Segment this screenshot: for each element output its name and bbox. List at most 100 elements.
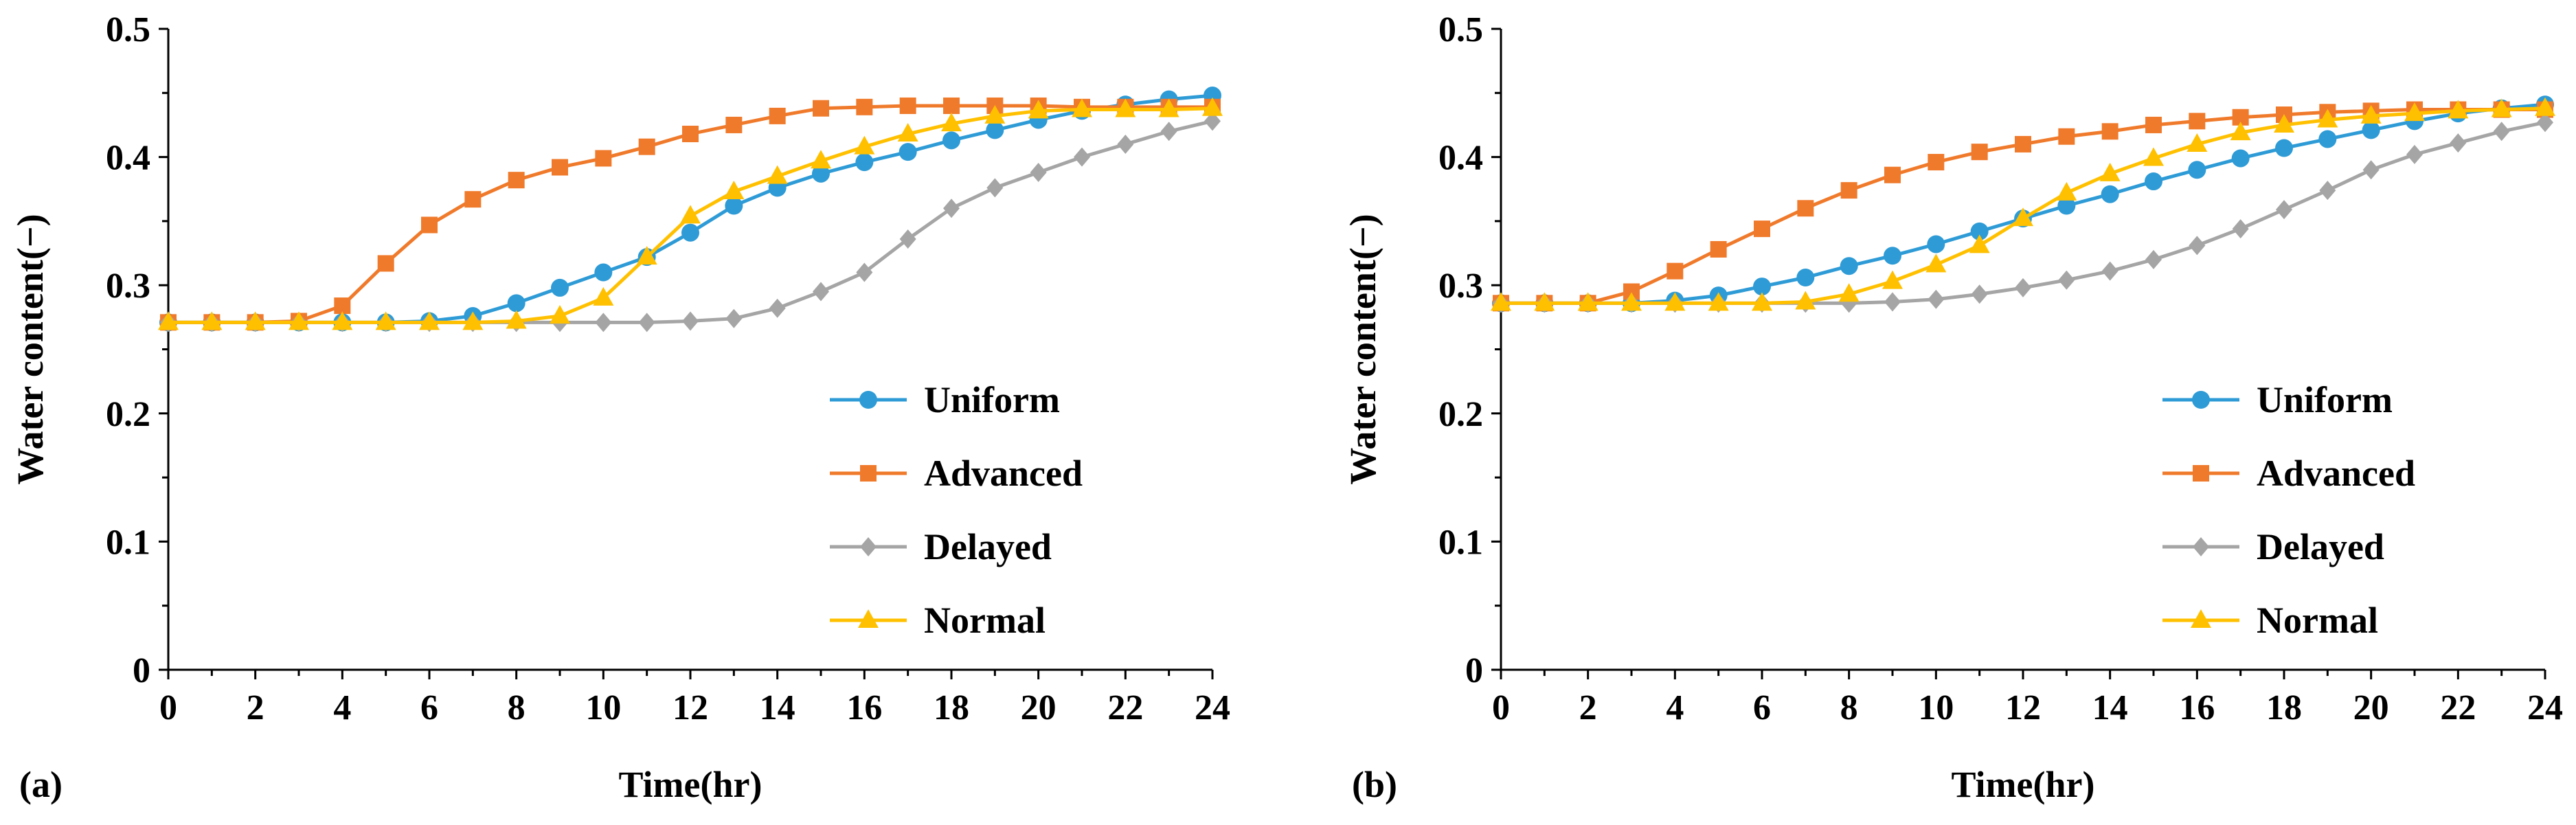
legend-swatch-marker [2191, 609, 2211, 628]
data-point [1204, 111, 1221, 131]
data-point [2360, 104, 2382, 124]
data-point [1840, 182, 1857, 199]
x-axis-title: Time(hr) [1952, 764, 2095, 805]
data-point [986, 178, 1004, 198]
x-tick-label: 20 [1021, 688, 1057, 727]
data-point [2274, 113, 2294, 133]
data-point [1884, 247, 1901, 265]
data-point [1884, 292, 1901, 312]
y-tick-label: 0.2 [106, 395, 150, 434]
legend-item-delayed: Delayed [830, 526, 1052, 567]
data-point [334, 297, 351, 315]
data-point [680, 205, 701, 224]
data-point [2145, 116, 2162, 133]
x-tick-label: 22 [1107, 688, 1143, 727]
data-point [2231, 149, 2250, 168]
data-point [2317, 109, 2338, 128]
series-line [1501, 102, 2546, 305]
y-tick-label: 0.3 [106, 267, 150, 306]
legend-swatch-marker [2193, 465, 2209, 482]
data-point [1158, 98, 1179, 117]
data-point [507, 294, 526, 313]
data-point [2491, 98, 2512, 117]
x-tick-label: 14 [2092, 688, 2128, 727]
data-point [375, 311, 396, 330]
data-point [1928, 154, 1945, 171]
data-point [1884, 166, 1901, 183]
data-point [725, 116, 743, 133]
data-point [1971, 284, 1988, 304]
data-point [595, 150, 612, 167]
data-point [856, 98, 873, 115]
data-point [943, 199, 960, 218]
legend-label: Advanced [2257, 453, 2415, 494]
x-tick-label: 2 [1579, 688, 1597, 727]
data-point [2450, 133, 2467, 153]
data-point [2404, 102, 2425, 122]
legend-label: Normal [924, 600, 1046, 641]
data-point [245, 311, 266, 330]
data-point [638, 138, 655, 155]
x-tick-label: 24 [2527, 688, 2563, 727]
y-tick-label: 0.1 [106, 523, 150, 562]
x-axis-title: Time(hr) [619, 764, 762, 805]
data-point [1753, 278, 1771, 296]
y-axis-title: Water content(−) [10, 214, 51, 484]
legend-item-advanced: Advanced [830, 453, 1083, 494]
data-point [2318, 130, 2337, 148]
x-tick-label: 12 [2005, 688, 2041, 727]
x-tick-label: 18 [934, 688, 969, 727]
data-point [2015, 278, 2031, 297]
data-point [856, 262, 873, 282]
chart-panel-b: 0 2 4 6 8 10 12 14 16 18 20 22 2400.10.20.30.40.5Tim… [1342, 10, 2563, 805]
data-point [551, 278, 569, 297]
legend-item-delayed: Delayed [2162, 526, 2384, 567]
data-point [813, 100, 829, 117]
data-point [1838, 283, 1860, 302]
data-point [552, 159, 568, 176]
data-point [1664, 292, 1686, 311]
data-point [158, 311, 179, 330]
data-point [2275, 139, 2293, 157]
data-point [1797, 200, 1814, 217]
y-tick-label: 0.4 [106, 139, 150, 178]
data-point [2057, 196, 2076, 215]
data-point [854, 135, 875, 155]
data-point [1928, 289, 1945, 309]
data-point [2013, 207, 2033, 227]
legend-item-normal: Normal [2162, 600, 2378, 641]
data-point [1971, 144, 1988, 161]
y-tick-label: 0.5 [106, 10, 150, 49]
chart-panel-a: 0 2 4 6 8 10 12 14 16 18 20 22 2400.10.20.30.40.5Tim… [10, 10, 1230, 805]
data-point [2099, 162, 2121, 181]
data-point [2143, 147, 2164, 166]
data-point [2362, 160, 2380, 180]
data-point [462, 311, 484, 330]
data-point [1621, 292, 1642, 311]
data-point [595, 313, 612, 332]
data-point [2276, 200, 2292, 220]
data-point [2187, 133, 2208, 152]
legend-label: Delayed [2257, 526, 2384, 567]
legend-item-uniform: Uniform [830, 379, 1060, 420]
data-point [332, 311, 353, 330]
legend-swatch-marker [860, 537, 877, 556]
data-point [1028, 100, 1049, 119]
data-point [2406, 144, 2423, 164]
data-point [289, 311, 309, 330]
data-point [1752, 292, 1772, 311]
x-tick-label: 0 [1492, 688, 1510, 727]
data-point [1795, 291, 1816, 310]
x-tick-label: 12 [673, 688, 708, 727]
data-point [1840, 257, 1858, 275]
x-tick-label: 16 [846, 688, 882, 727]
data-point [1202, 97, 1223, 116]
data-point [2448, 100, 2469, 119]
legend-swatch-marker [860, 465, 877, 482]
data-point [2188, 161, 2206, 179]
y-tick-label: 0 [1465, 651, 1483, 690]
data-point [984, 104, 1006, 124]
data-point [1074, 147, 1090, 167]
data-point [2056, 181, 2077, 201]
x-tick-label: 10 [585, 688, 621, 727]
